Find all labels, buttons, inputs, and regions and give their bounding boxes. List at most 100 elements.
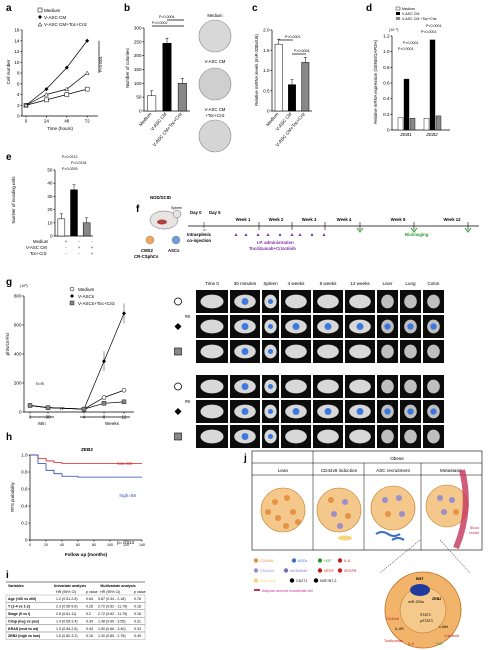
- mouse-silhouette: [200, 429, 224, 444]
- panel-e-stat: P=0.0212: [62, 155, 78, 159]
- mouse-head: [172, 209, 182, 219]
- panel-h-title: ZEB2: [81, 447, 93, 452]
- admin-label: I.P. administration: [257, 240, 294, 245]
- panel-a-point: [64, 86, 70, 91]
- panel-a-xtick-label: 24: [44, 119, 50, 124]
- spleen-shape: [157, 219, 167, 225]
- panel-e-sign: -: [65, 251, 67, 256]
- mouse-silhouette: [349, 344, 371, 359]
- organ-silhouette: [381, 429, 394, 444]
- image-column-header: Lung: [405, 281, 416, 286]
- injection-marker: [266, 233, 270, 236]
- panel-a-stat-1: P=0.0001: [99, 56, 103, 72]
- table-cell: 1.30 (0.60 - 2.78): [98, 634, 126, 638]
- table-cell: 0.31: [134, 619, 141, 623]
- panel-c-ylabel: Relative miRNA levels (miR-200a/U6): [254, 34, 259, 106]
- panel-h-xtick-label: 140: [139, 543, 145, 547]
- injection-marker: [322, 233, 326, 236]
- panel-h-low: low=56: [117, 461, 132, 466]
- bioluminescence-signal: [241, 298, 249, 305]
- table-cell: 1.6 (0.82-3.2): [56, 634, 78, 638]
- image-column-header: 12 weeks: [350, 281, 370, 286]
- tumor-lean: [260, 487, 306, 533]
- panel-b-label: b: [124, 3, 130, 14]
- injection-marker: [244, 233, 248, 236]
- panel-e-bar: [57, 218, 66, 237]
- bioluminescence-signal: [292, 408, 300, 415]
- panel-c-bar: [301, 62, 310, 112]
- panel-b-stat-2: P=0.0002: [152, 21, 168, 25]
- panel-d-group-label: ZEB2: [425, 132, 438, 137]
- panel-h-ytick-label: 0.4: [21, 504, 28, 509]
- mouse-strain: NOD/SCID: [150, 195, 171, 200]
- panel-e-stat: P=0.0134: [71, 161, 87, 165]
- image-column-header: Spleen: [263, 281, 278, 286]
- legend-swatch: [337, 568, 343, 573]
- panel-e-ytick-label: 20: [47, 207, 53, 212]
- panel-g-point: [27, 403, 33, 408]
- panel-j-legend: CD44v6- ASCs HGF IL-6 CD44v6+ mCD44v6+ VEGF VEG…: [253, 558, 357, 593]
- panel-g-weeks: Weeks: [105, 421, 120, 426]
- panel-b-ytick-label: 200: [134, 53, 142, 58]
- tumor-cd44: [316, 487, 362, 541]
- injection-marker: [298, 233, 302, 236]
- timeline-week-label: Week 4: [337, 217, 352, 222]
- panel-d-chart: 0 0.2 0.4 0.6 0.8 1.0 1.2 ZEB1 ZEB2 P<0.0001 P<0.0…: [383, 24, 450, 137]
- legend-swatch: [283, 568, 289, 573]
- legend-swatch: [317, 558, 323, 563]
- dna-icon: [410, 584, 430, 596]
- injection-marker: [310, 233, 314, 236]
- panel-f-schematic: NOD/SCID Spleen CMS2 CR-CSphCs ASCs Day …: [134, 195, 479, 259]
- bioluminescence-signal: [430, 408, 437, 415]
- panel-h-ytick-label: 0.6: [21, 487, 28, 492]
- legend-swatch-toc: [396, 17, 400, 20]
- panel-g-min: Min: [38, 421, 46, 426]
- panel-h-xlabel: Follow up (months): [65, 552, 108, 557]
- panel-d-exponent: (10⁻³): [389, 28, 399, 32]
- table-cell: 1.48 (0.60 - 3.55): [98, 619, 126, 623]
- legend-marker-toc: [37, 21, 43, 27]
- panel-h-ytick-label: 0: [25, 538, 28, 543]
- table-cell: 0.18: [134, 605, 141, 609]
- panel-g-ylabel: ph/s/cm²/sr: [5, 332, 10, 355]
- timeline-weeks: Week 1 Week 2 Week 3 Week 4 Week 8 Week 12: [203, 217, 472, 236]
- panel-c-ytick-label: 2.0: [263, 28, 270, 33]
- cell-label-hgf: HGF: [436, 642, 444, 646]
- table-cell: T (1-4 vs 1-2): [8, 605, 31, 609]
- km-curve: [30, 454, 142, 464]
- panel-a-point: [64, 65, 69, 70]
- panel-a-point: [84, 70, 90, 75]
- table-cell: 1.3 (0.54-2.8): [56, 627, 78, 631]
- panel-g-point: [121, 399, 127, 405]
- bioimaging-marker: [356, 227, 364, 233]
- mouse-silhouette: [285, 294, 307, 309]
- panel-d-bar: [435, 115, 442, 131]
- bioluminescence-signal: [292, 323, 300, 330]
- cell-label-stat3: STAT3: [420, 613, 431, 617]
- image-column-header: Colon: [427, 281, 439, 286]
- legend-item: HGF: [324, 559, 332, 563]
- injection-marker: [290, 233, 294, 236]
- bioluminescence-signal: [407, 323, 414, 330]
- organ-silhouette: [381, 344, 394, 359]
- table-header-univariate: Univariate analysis: [54, 584, 87, 588]
- organ-silhouette: [427, 379, 440, 394]
- panel-e-ytick-label: 40: [47, 181, 53, 186]
- row-marker-toc: [174, 347, 182, 356]
- panel-b-stat-1: P=0.0004: [159, 15, 175, 19]
- bioluminescence-signal: [356, 408, 364, 415]
- mouse-silhouette: [285, 429, 307, 444]
- panel-a-series-line: [25, 88, 88, 106]
- bioluminescence-signal: [241, 348, 249, 355]
- legend-item: ASCs: [298, 559, 307, 563]
- panel-j-label: j: [243, 453, 247, 464]
- panel-a-ylabel: Cell number: [6, 59, 11, 84]
- panel-b-ytick-label: 150: [134, 67, 142, 72]
- bioluminescence-signal: [407, 408, 414, 415]
- cells-ascs: ASCs: [168, 248, 180, 253]
- table-cell: 1.2 (0.51-2.8): [56, 597, 78, 601]
- bioimaging-grid: Time 0 30 minutes Spleen 4 weeks 8 weeks 12 w…: [174, 281, 444, 448]
- panel-e-sign: +: [78, 245, 81, 250]
- legend-swatch: [253, 578, 259, 583]
